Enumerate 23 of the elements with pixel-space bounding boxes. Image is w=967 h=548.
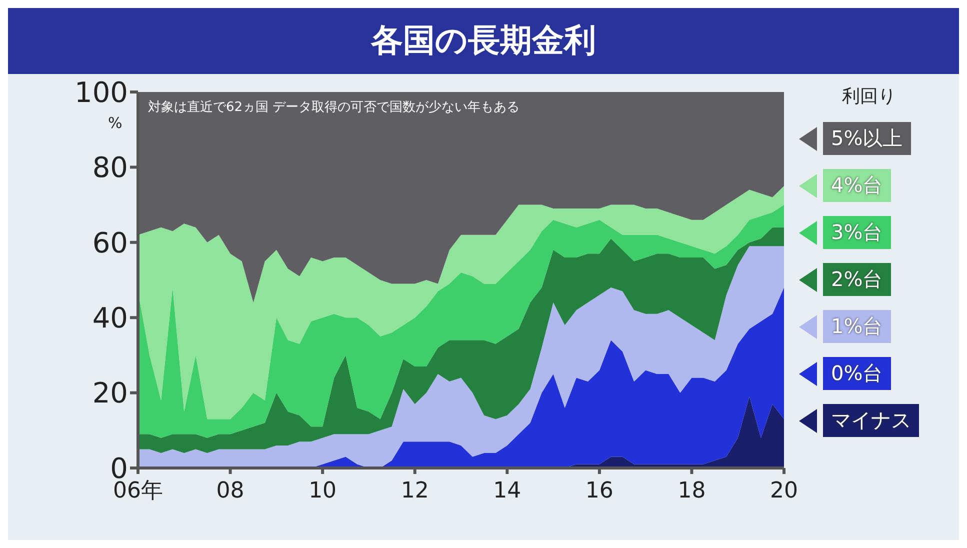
legend-label: 2%台: [823, 263, 891, 296]
x-tick-label: 10: [308, 478, 337, 504]
x-tick-label: 16: [585, 478, 614, 504]
chart-title: 各国の長期金利: [371, 20, 596, 61]
x-tick-label: 08: [216, 478, 244, 504]
y-tick-label: 100: [74, 76, 128, 109]
legend-label: 0%台: [823, 357, 891, 390]
legend-label: 1%台: [823, 310, 891, 343]
legend-label: 4%台: [823, 169, 891, 202]
legend-label: 5%以上: [823, 122, 911, 155]
y-tick-label: 40: [92, 302, 128, 335]
x-tick-label: 20: [770, 478, 798, 504]
legend-label: マイナス: [823, 404, 919, 437]
y-tick-label: 80: [92, 151, 128, 184]
y-tick-label: 60: [92, 226, 128, 260]
y-axis-title: %: [108, 114, 122, 132]
legend-label: 3%台: [823, 216, 891, 249]
x-tick-label: 14: [493, 478, 522, 504]
x-tick-label: 12: [400, 478, 429, 504]
annotation: 対象は直近で62ヵ国 データ取得の可否で国数が少ない年もある: [148, 99, 520, 116]
x-tick-label: 18: [678, 478, 706, 504]
legend-title: 利回り: [841, 85, 897, 108]
y-tick-label: 20: [92, 376, 128, 410]
